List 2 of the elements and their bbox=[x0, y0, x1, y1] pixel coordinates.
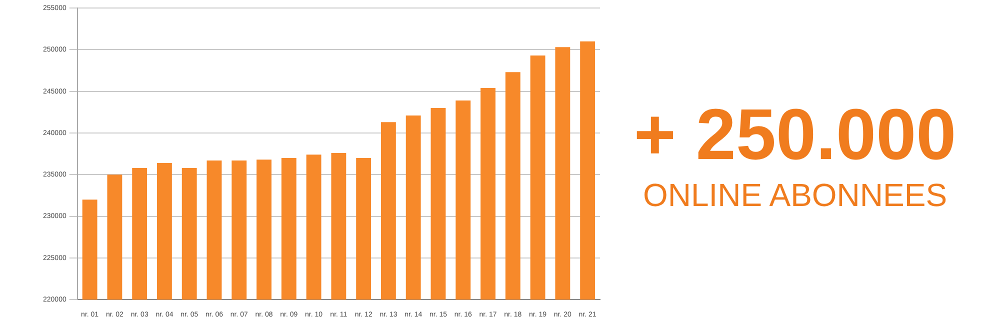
text: + 250.000 bbox=[632, 95, 958, 175]
text: ONLINE ABONNEES bbox=[642, 176, 948, 215]
